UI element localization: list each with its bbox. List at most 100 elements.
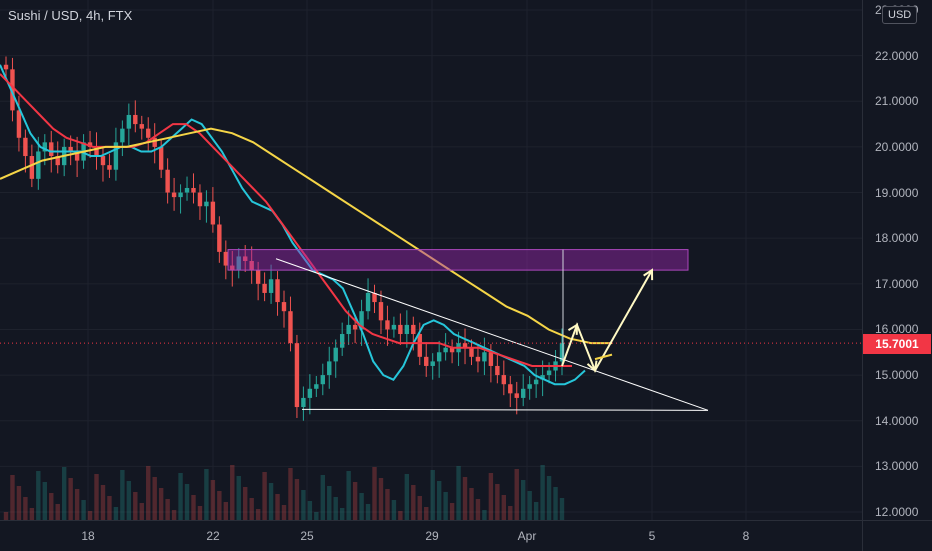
volume-bar — [262, 472, 267, 520]
volume-bar — [158, 488, 164, 520]
candle-body — [462, 343, 468, 348]
candle-body — [339, 334, 345, 348]
candle-body — [372, 292, 377, 303]
volume-bar — [23, 497, 28, 520]
volume-bar — [165, 499, 170, 520]
candle-body — [16, 110, 22, 138]
projection-arrowhead — [567, 323, 579, 335]
candle-body — [521, 388, 526, 398]
candle-body — [3, 64, 9, 70]
volume-bar — [120, 470, 125, 520]
candle-body — [307, 388, 313, 398]
volume-bar — [139, 503, 144, 520]
volume-bar — [521, 480, 526, 520]
price-tick-label: 16.0000 — [875, 322, 919, 337]
candle-body — [288, 311, 293, 344]
volume-bar — [74, 489, 80, 520]
candle-body — [87, 142, 93, 147]
candle-body — [320, 375, 325, 385]
candle-body — [514, 393, 519, 398]
volume-bar — [294, 479, 300, 520]
time-axis[interactable]: 18 22 25 29 Apr 5 8 — [0, 520, 862, 551]
volume-bar — [533, 502, 539, 520]
volume-bar — [275, 494, 280, 520]
candle-body — [508, 384, 513, 394]
candle-body — [495, 365, 500, 376]
volume-bar — [359, 493, 364, 520]
volume-bar — [482, 510, 487, 520]
projection-path — [561, 269, 653, 373]
candle-body — [36, 151, 41, 179]
candle-body — [210, 201, 216, 225]
volume-bar — [378, 478, 384, 520]
price-tick-label: 18.0000 — [875, 231, 919, 246]
candle-body — [184, 187, 190, 193]
candle-body — [133, 114, 138, 125]
candle-body — [482, 352, 487, 362]
volume-bar — [146, 466, 151, 520]
volume-bar — [204, 469, 209, 520]
volume-bar — [68, 478, 73, 520]
candle-body — [327, 361, 332, 376]
candle-body — [42, 142, 47, 152]
volume-bar — [288, 468, 293, 520]
volume-bar — [301, 490, 306, 520]
volume-bar — [217, 491, 222, 520]
candle-body — [113, 142, 119, 170]
volume-bar — [87, 511, 93, 520]
price-tick-label: 13.0000 — [875, 459, 919, 474]
volume-bar — [94, 474, 99, 520]
candle-body — [346, 324, 351, 335]
candle-body — [152, 137, 157, 147]
candle-body — [411, 324, 416, 335]
candle-body — [178, 192, 183, 198]
volume-bar — [210, 480, 216, 520]
candle-body — [223, 251, 229, 266]
volume-bar — [475, 499, 481, 520]
chart-canvas[interactable]: Sushi / USD, 4h, FTX — [0, 0, 862, 520]
volume-bar — [255, 509, 261, 520]
candle-body — [107, 165, 112, 170]
candle-body — [243, 256, 248, 261]
candle-body — [204, 201, 209, 207]
volume-bar — [469, 488, 474, 520]
candle-body — [146, 128, 151, 138]
volume-bar — [281, 505, 287, 520]
price-tick-label: 15.0000 — [875, 368, 919, 383]
candle-body — [268, 279, 274, 293]
candle-body — [68, 146, 73, 152]
chart-plot[interactable] — [0, 0, 862, 520]
candle-body — [365, 292, 371, 312]
candle-body — [501, 375, 507, 385]
volume-bar — [501, 495, 507, 520]
volume-bar — [346, 471, 351, 520]
volume-bar — [55, 504, 60, 520]
currency-button[interactable]: USD — [882, 6, 918, 24]
price-tick-label: 12.0000 — [875, 505, 919, 519]
price-tick-label: 17.0000 — [875, 276, 919, 291]
time-tick-label: Apr — [517, 529, 537, 543]
candle-body — [126, 114, 132, 129]
volume-bar — [223, 502, 229, 520]
projection-arrowhead — [586, 360, 598, 373]
volume-bar — [171, 510, 177, 520]
volume-bar — [113, 507, 119, 520]
volume-bar — [100, 485, 106, 520]
axis-corner — [862, 520, 932, 551]
price-axis[interactable]: 23.000022.000021.000020.000019.000018.00… — [862, 0, 932, 520]
candle-body — [55, 156, 60, 166]
candle-body — [378, 302, 384, 321]
volume-bar — [514, 469, 519, 520]
candle-body — [49, 142, 54, 157]
candle-body — [333, 347, 338, 362]
candle-body — [301, 397, 306, 408]
volume-bar — [61, 467, 67, 520]
volume-bar — [488, 473, 494, 520]
time-tick-label: 8 — [742, 529, 750, 543]
volume-bar — [3, 512, 9, 520]
price-tick-label: 22.0000 — [875, 48, 919, 63]
time-tick-label: 5 — [648, 529, 656, 543]
volume-bar — [424, 507, 429, 520]
price-tick-label: 19.0000 — [875, 185, 919, 200]
support-line — [301, 408, 709, 411]
